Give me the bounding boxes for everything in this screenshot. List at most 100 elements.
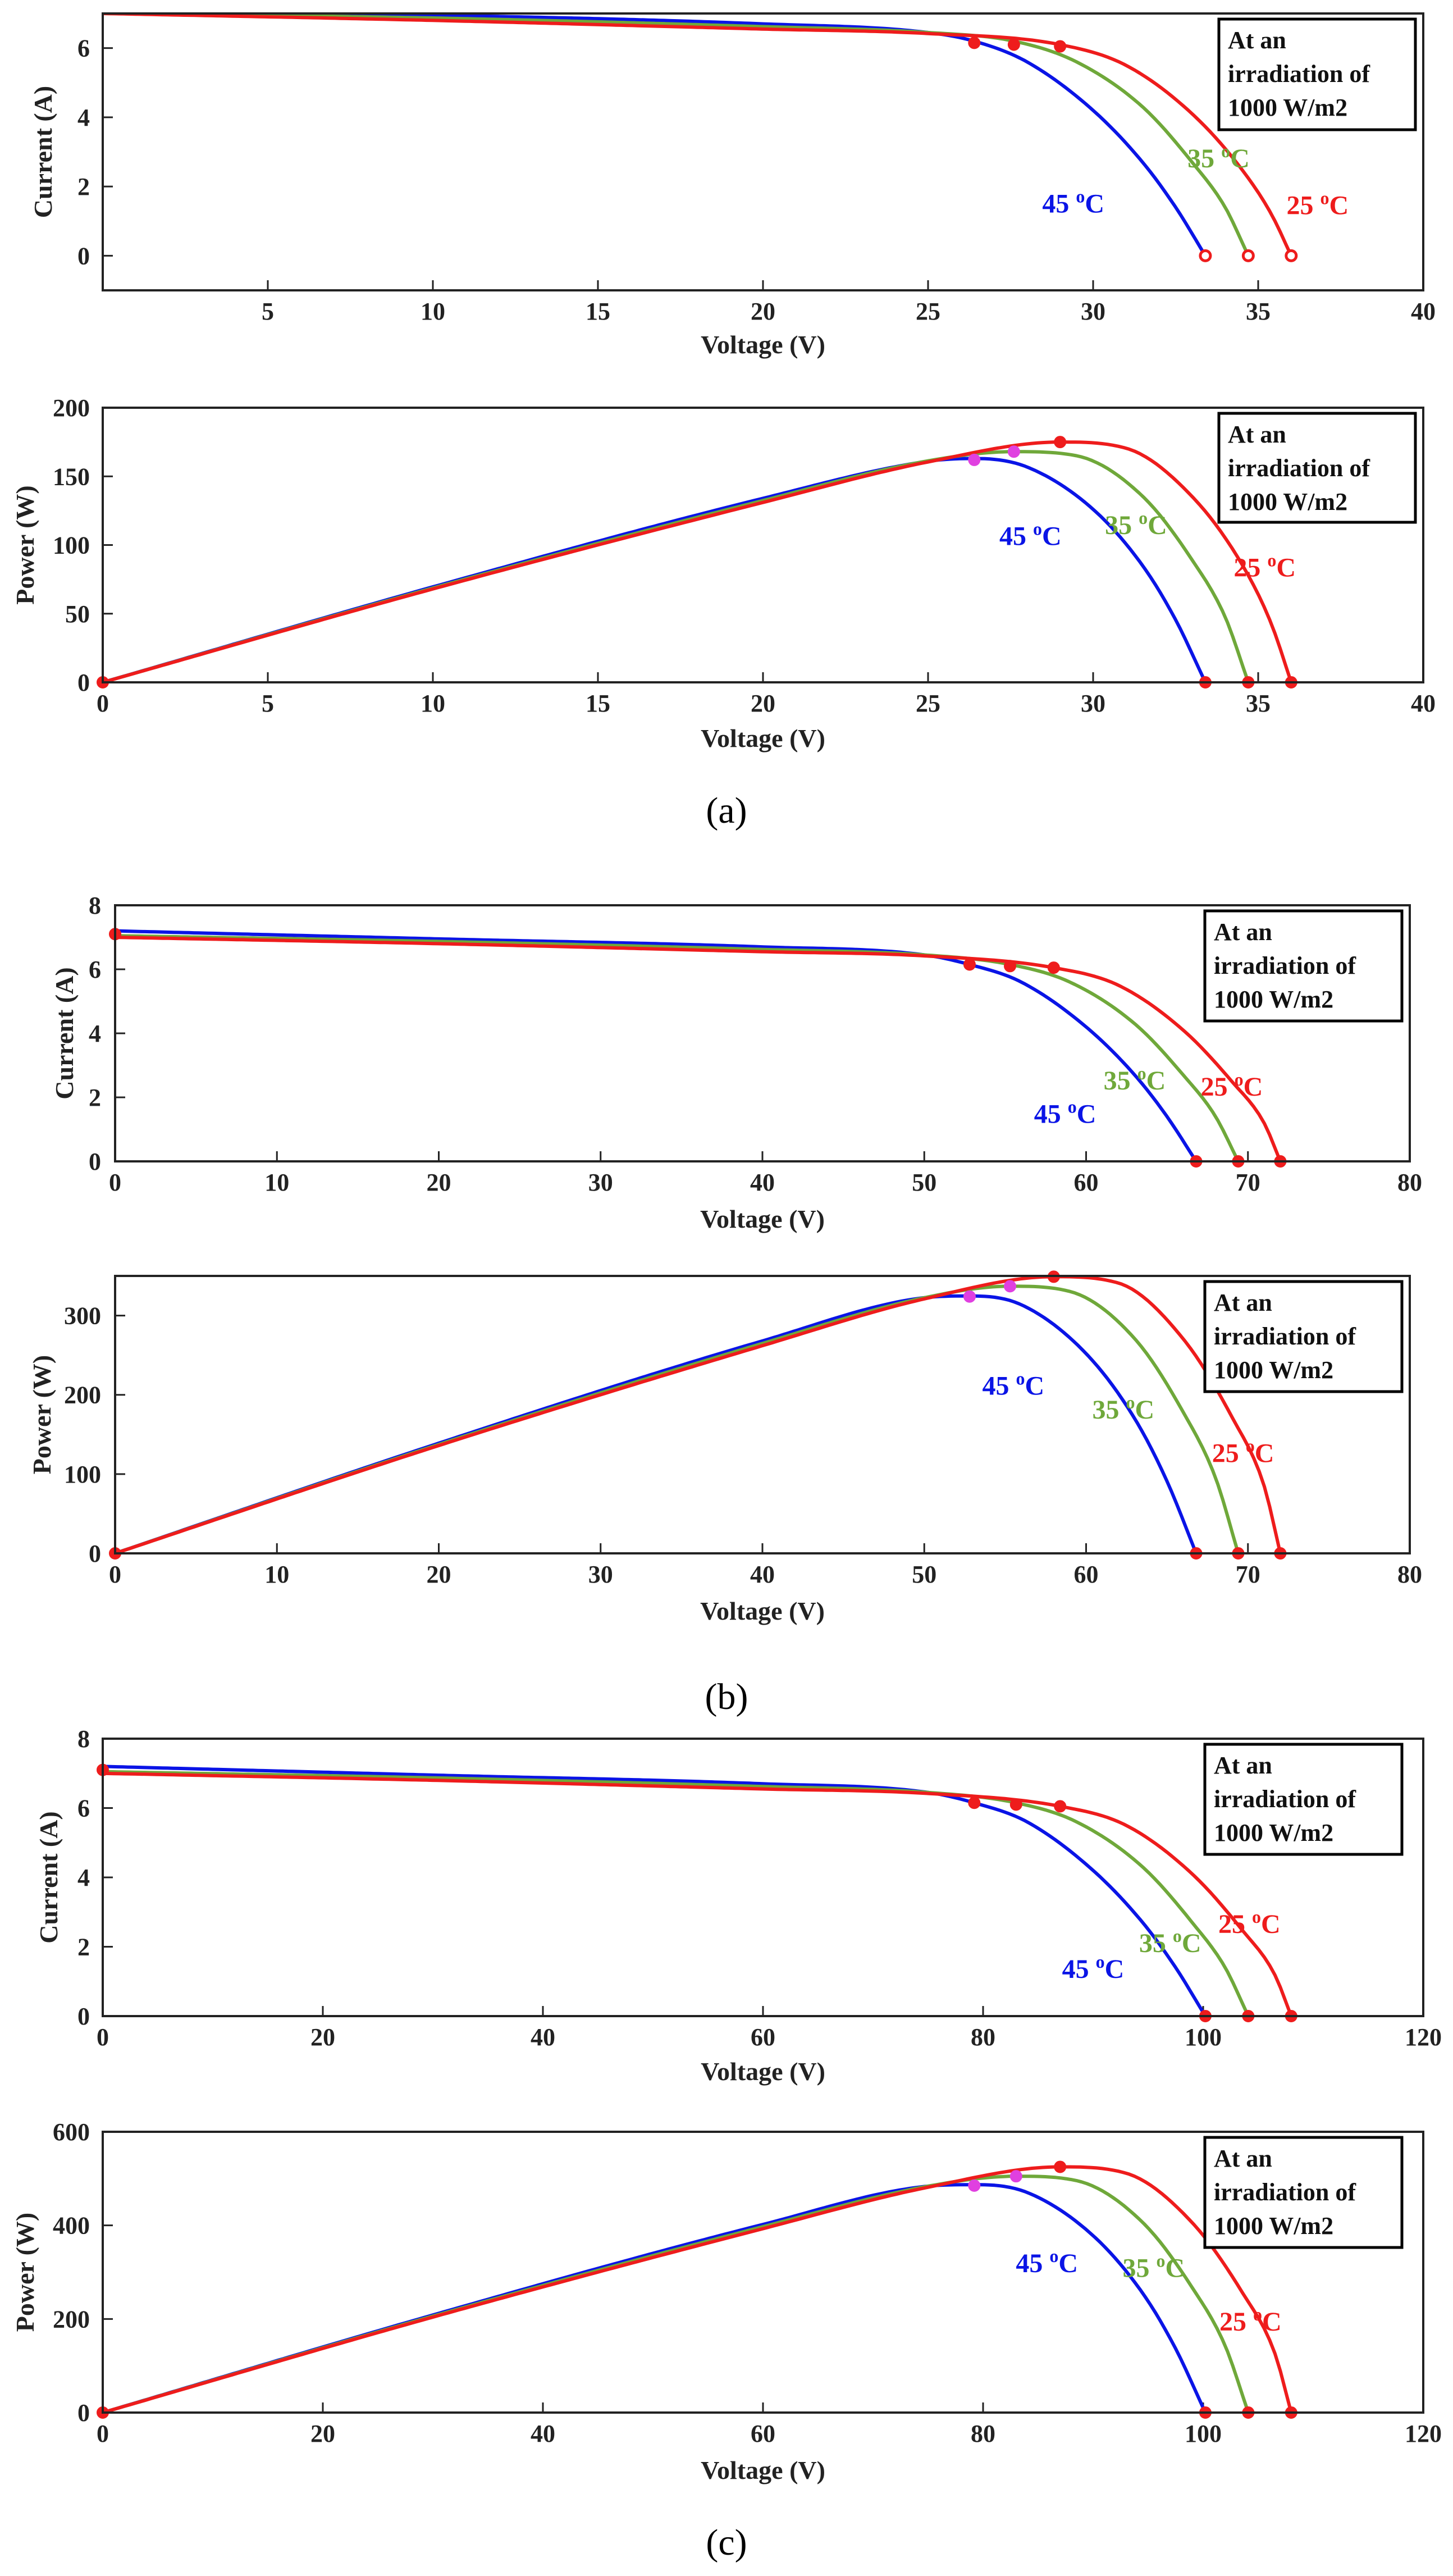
x-tick-label: 20 xyxy=(427,1561,451,1588)
annotation-box xyxy=(1203,1280,1404,1393)
data-point-marker xyxy=(968,37,981,49)
x-tick-label: 25 xyxy=(916,298,940,325)
x-tick-label: 5 xyxy=(262,298,274,325)
x-tick-label: 50 xyxy=(912,1169,936,1196)
series-line-45C xyxy=(115,929,1198,1161)
x-tick-label: 20 xyxy=(310,2420,335,2447)
y-tick-label: 100 xyxy=(64,1461,101,1488)
x-tick-label: 40 xyxy=(1411,690,1436,717)
y-tick-label: 300 xyxy=(64,1302,101,1330)
axes-frame xyxy=(102,12,1424,291)
y-tick-label: 0 xyxy=(77,2003,90,2030)
annotation-line: 1000 W/m2 xyxy=(1214,986,1333,1013)
data-point-marker xyxy=(1009,2170,1022,2183)
x-tick-label: 40 xyxy=(750,1561,775,1588)
y-tick-label: 8 xyxy=(77,1725,90,1753)
curve-label-35C: 35 oC xyxy=(1139,1926,1201,1958)
series-line-25C xyxy=(103,2165,1293,2413)
x-tick-label: 50 xyxy=(912,1561,936,1588)
x-axis-label: Voltage (V) xyxy=(701,2057,825,2086)
y-tick-label: 0 xyxy=(77,2399,90,2427)
data-point-marker xyxy=(1285,249,1298,262)
annotation-line: At an xyxy=(1228,26,1286,54)
panel-c-pv: 0 20 40 60 80 100 120 0 200 400 600 Voltage (V) Powe… xyxy=(11,2118,1442,2484)
data-point-marker xyxy=(1054,40,1067,53)
x-tick-label: 20 xyxy=(427,1169,451,1196)
annotation-line: irradiation of xyxy=(1214,1785,1356,1813)
x-tick-label: 40 xyxy=(750,1169,775,1196)
annotation-line: irradiation of xyxy=(1214,952,1356,979)
y-tick-label: 0 xyxy=(89,1148,101,1175)
data-point-marker xyxy=(963,1290,976,1303)
plot-area xyxy=(103,408,1423,682)
y-tick-label: 6 xyxy=(77,1795,90,1822)
annotation-line: At an xyxy=(1214,918,1272,946)
x-tick-label: 10 xyxy=(421,298,445,325)
x-tick-label: 80 xyxy=(1397,1169,1422,1196)
y-tick-label: 0 xyxy=(89,1540,101,1567)
axes-frame xyxy=(114,904,1411,1162)
x-tick-label: 5 xyxy=(262,690,274,717)
y-axis-label: Current (A) xyxy=(50,967,79,1099)
data-point-marker xyxy=(968,1797,981,1809)
x-tick-label: 40 xyxy=(1411,298,1436,325)
panel-b-pv: 0 10 20 30 40 50 60 70 80 0 100 200 300 Voltage (V) Po… xyxy=(28,1270,1422,1625)
x-tick-label: 20 xyxy=(751,298,775,325)
plot-area xyxy=(103,13,1423,290)
annotation-line: 1000 W/m2 xyxy=(1214,1819,1333,1846)
curve-label-35C: 35 oC xyxy=(1122,2250,1185,2283)
y-axis-label: Current (A) xyxy=(34,1811,63,1943)
x-tick-label: 20 xyxy=(751,690,775,717)
series-line-45C xyxy=(103,13,1207,257)
y-tick-label: 0 xyxy=(77,242,90,270)
y-tick-label: 200 xyxy=(64,1382,101,1409)
curve-label-45C: 45 oC xyxy=(999,519,1062,551)
data-point-marker xyxy=(1007,38,1020,51)
annotation-line: irradiation of xyxy=(1228,454,1370,482)
y-tick-label: 150 xyxy=(53,463,90,490)
curve-label-25C: 25 oC xyxy=(1287,188,1349,220)
series-line-35C xyxy=(103,1770,1250,2016)
axes-frame xyxy=(102,407,1424,683)
annotation-line: At an xyxy=(1214,2145,1272,2172)
curve-label-35C: 35 oC xyxy=(1104,1063,1166,1096)
x-axis-label: Voltage (V) xyxy=(701,330,825,359)
annotation-line: 1000 W/m2 xyxy=(1214,1356,1333,1384)
axes-frame xyxy=(102,2131,1424,2414)
x-tick-label: 25 xyxy=(916,690,940,717)
y-tick-label: 4 xyxy=(89,1020,101,1047)
x-tick-label: 0 xyxy=(109,1561,121,1588)
x-tick-label: 60 xyxy=(1074,1561,1099,1588)
series-line-25C xyxy=(115,1276,1282,1553)
data-point-marker xyxy=(1009,1798,1022,1811)
curve-label-35C: 35 oC xyxy=(1092,1392,1154,1425)
annotation-line: 1000 W/m2 xyxy=(1228,94,1347,121)
curve-label-25C: 25 oC xyxy=(1218,1907,1281,1939)
x-axis-label: Voltage (V) xyxy=(700,1205,825,1233)
x-tick-label: 80 xyxy=(1397,1561,1422,1588)
curve-label-25C: 25 oC xyxy=(1233,550,1296,583)
y-tick-label: 200 xyxy=(53,2305,90,2333)
x-axis-label: Voltage (V) xyxy=(700,1597,825,1625)
x-tick-label: 35 xyxy=(1246,298,1271,325)
data-point-marker xyxy=(968,2179,981,2192)
x-tick-label: 15 xyxy=(586,298,610,325)
panel-b-iv: 0 10 20 30 40 50 60 70 80 0 2 4 6 8 Voltage (V) Current… xyxy=(50,892,1422,1233)
x-tick-label: 0 xyxy=(97,2420,109,2447)
caption-b: (b) xyxy=(705,1676,748,1717)
y-tick-label: 200 xyxy=(53,394,90,422)
x-tick-label: 40 xyxy=(531,2420,555,2447)
y-tick-label: 8 xyxy=(89,892,101,919)
x-tick-label: 80 xyxy=(971,2023,995,2051)
data-point-marker xyxy=(1004,1280,1017,1293)
x-tick-label: 35 xyxy=(1246,690,1271,717)
series-line-45C xyxy=(103,1765,1207,2016)
y-axis-label: Power (W) xyxy=(11,2213,39,2332)
data-point-marker xyxy=(1047,961,1060,974)
panel-a-iv: 5 10 15 20 25 30 35 40 0 2 4 6 Voltage (V) Current (A… xyxy=(29,12,1436,359)
data-point-marker xyxy=(1199,249,1212,262)
annotation-line: 1000 W/m2 xyxy=(1214,2212,1333,2240)
x-tick-label: 70 xyxy=(1236,1169,1260,1196)
x-tick-label: 70 xyxy=(1236,1561,1260,1588)
